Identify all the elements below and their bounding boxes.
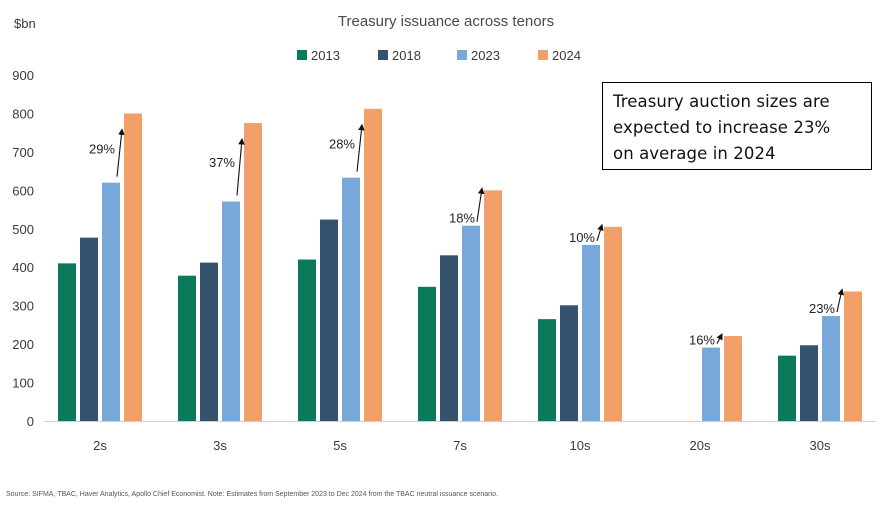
y-tick-label: 800 [12, 106, 34, 121]
bar-2013-7s [418, 286, 436, 421]
bar-2013-30s [778, 355, 796, 421]
x-axis: 2s 3s 5s 7s 10s 20s 30s [44, 421, 876, 453]
y-tick-label: 900 [12, 68, 34, 83]
bar-2023-7s [462, 225, 480, 421]
legend-label-2018: 2018 [392, 48, 421, 63]
bar-2024-7s [484, 190, 502, 421]
growth-arrow [356, 123, 365, 172]
bar-2023-3s [222, 201, 240, 421]
y-tick-label: 600 [12, 183, 34, 198]
y-tick-label: 300 [12, 299, 34, 314]
growth-arrow [236, 137, 245, 196]
bar-2013-10s [538, 319, 556, 421]
y-tick-label: 0 [27, 414, 34, 429]
growth-label: 28% [329, 137, 355, 152]
bar-2024-30s [844, 291, 862, 421]
y-tick-label: 500 [12, 222, 34, 237]
chart-title: Treasury issuance across tenors [338, 13, 554, 30]
bar-2013-2s [58, 263, 76, 421]
legend-swatch-2024 [538, 50, 548, 60]
x-tick-label: 5s [333, 438, 347, 453]
callout-line-1: Treasury auction sizes are [613, 92, 830, 111]
bar-2023-20s [702, 347, 720, 421]
growth-label: 29% [89, 141, 115, 156]
legend: 2013 2018 2023 2024 [297, 48, 581, 63]
bar-2023-2s [102, 182, 120, 421]
bar-2024-10s [604, 226, 622, 421]
growth-arrow [476, 187, 485, 222]
bar-2024-5s [364, 108, 382, 421]
bar-2024-20s [724, 336, 742, 421]
growth-label: 37% [209, 155, 235, 170]
bar-2018-2s [80, 237, 98, 421]
y-tick-label: 700 [12, 145, 34, 160]
x-tick-label: 30s [810, 438, 831, 453]
x-tick-label: 10s [570, 438, 591, 453]
growth-arrow [716, 333, 723, 344]
y-tick-label: 400 [12, 260, 34, 275]
bar-2023-30s [822, 316, 840, 421]
legend-label-2023: 2023 [471, 48, 500, 63]
legend-label-2013: 2013 [311, 48, 340, 63]
bar-2018-10s [560, 305, 578, 421]
legend-label-2024: 2024 [552, 48, 581, 63]
bar-2018-7s [440, 255, 458, 421]
bar-2023-10s [582, 244, 600, 421]
source-note: Source: SIFMA, TBAC, Haver Analytics, Ap… [6, 491, 498, 498]
bar-2018-5s [320, 219, 338, 421]
bar-2024-2s [124, 113, 142, 421]
annotations-group: 29% 37% 28% 18% 10% 16% 23% [89, 123, 845, 348]
y-tick-label: 200 [12, 337, 34, 352]
growth-label: 18% [449, 211, 475, 226]
bar-2018-3s [200, 262, 218, 421]
y-tick-label: 100 [12, 376, 34, 391]
legend-swatch-2013 [297, 50, 307, 60]
y-axis-unit-label: $bn [14, 16, 36, 31]
bar-2018-30s [800, 345, 818, 421]
legend-swatch-2018 [378, 50, 388, 60]
growth-label: 23% [809, 301, 835, 316]
x-tick-label: 3s [213, 438, 227, 453]
x-tick-label: 20s [690, 438, 711, 453]
bar-2023-5s [342, 177, 360, 421]
growth-arrow [116, 128, 125, 177]
callout-line-2: expected to increase 23% [613, 118, 831, 137]
x-tick-label: 7s [453, 438, 467, 453]
bar-2013-3s [178, 275, 196, 421]
x-tick-label: 2s [93, 438, 107, 453]
bars-group [58, 108, 862, 422]
callout-box: Treasury auction sizes are expected to i… [602, 82, 872, 170]
growth-arrow [836, 288, 845, 313]
callout-line-3: on average in 2024 [613, 144, 776, 163]
growth-label: 10% [569, 230, 595, 245]
growth-label: 16% [689, 333, 715, 348]
y-axis: 0 100 200 300 400 500 600 700 800 900 [12, 68, 34, 429]
legend-swatch-2023 [457, 50, 467, 60]
bar-2024-3s [244, 123, 262, 422]
bar-2013-5s [298, 259, 316, 421]
growth-arrow [596, 223, 604, 242]
